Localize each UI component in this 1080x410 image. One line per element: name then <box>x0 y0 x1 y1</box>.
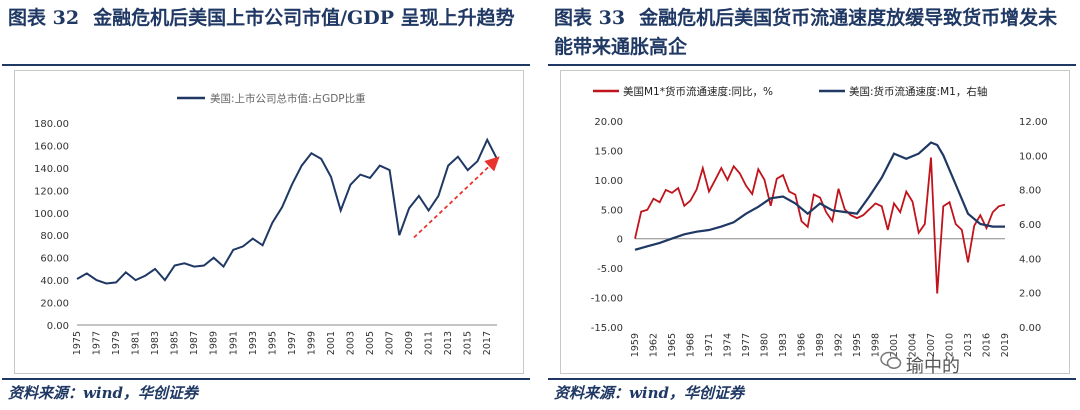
left-chart-frame: 美国:上市公司总市值:占GDP比重 0.00 20.00 40.00 60.00 80.0… <box>14 70 524 374</box>
x-tick-label: 1991 <box>228 331 239 355</box>
right-y-tick-label: 4.00 <box>1019 254 1041 265</box>
x-tick-label: 2007 <box>926 333 937 357</box>
right-chart: 美国M1*货币流通速度:同比，% 美国:货币流通速度:M1，右轴 -15.00 -10… <box>591 85 1048 357</box>
x-tick-label: 1977 <box>92 331 103 355</box>
right-y-tick-label: 10.00 <box>1019 151 1048 162</box>
x-tick-label: 1971 <box>704 333 715 357</box>
x-tick-label: 1995 <box>852 333 863 357</box>
legend-label-market-cap: 美国:上市公司总市值:占GDP比重 <box>210 92 366 105</box>
x-tick-label: 2013 <box>963 333 974 357</box>
left-chart: 美国:上市公司总市值:占GDP比重 0.00 20.00 40.00 60.00 80.0… <box>34 92 500 355</box>
x-tick-label: 1987 <box>189 331 200 355</box>
left-source-rule <box>2 378 530 380</box>
x-tick-label: 1986 <box>797 333 808 357</box>
x-tick-label: 2011 <box>424 331 435 355</box>
x-tick-label: 2005 <box>365 331 376 355</box>
x-tick-label: 1998 <box>871 333 882 357</box>
x-tick-label: 1974 <box>723 333 734 357</box>
x-tick-label: 1983 <box>150 331 161 355</box>
left-figure-number: 图表 32 <box>8 7 80 29</box>
y-tick-label: 60.00 <box>40 254 69 265</box>
x-tick-label: 1985 <box>170 331 181 355</box>
x-tick-label: 1983 <box>778 333 789 357</box>
right-title-rule <box>548 64 1076 66</box>
left-y-tick-label: 15.00 <box>594 146 623 157</box>
x-tick-label: 2001 <box>889 333 900 357</box>
x-tick-label: 1979 <box>111 331 122 355</box>
x-tick-label: 2019 <box>1000 333 1011 357</box>
right-source-note: 资料来源：wind，华创证券 <box>554 384 745 402</box>
left-title-rule <box>2 64 530 66</box>
x-tick-label: 1992 <box>834 333 845 357</box>
series-line-market-cap-gdp <box>76 137 498 285</box>
right-figure-number: 图表 33 <box>554 7 626 29</box>
left-source-note: 资料来源：wind，华创证券 <box>8 384 199 402</box>
x-tick-label: 2001 <box>326 331 337 355</box>
left-y-tick-label: 20.00 <box>594 117 623 128</box>
x-tick-label: 1989 <box>815 333 826 357</box>
left-y-tick-label: -5.00 <box>597 264 623 275</box>
x-tick-label: 1989 <box>209 331 220 355</box>
x-tick-label: 1999 <box>306 331 317 355</box>
x-tick-label: 2010 <box>945 333 956 357</box>
left-y-tick-label: 10.00 <box>594 176 623 187</box>
wechat-icon <box>880 351 902 369</box>
right-figure-title-text: 金融危机后美国货币流通速度放缓导致货币增发未能带来通胀高企 <box>554 7 1058 58</box>
right-y-tick-label: 8.00 <box>1019 186 1041 197</box>
y-tick-label: 100.00 <box>34 209 69 220</box>
right-y-tick-label: 6.00 <box>1019 220 1041 231</box>
right-y-tick-label: 2.00 <box>1019 289 1041 300</box>
x-tick-label: 1977 <box>741 333 752 357</box>
right-source-rule <box>548 378 1076 380</box>
left-y-tick-label: -15.00 <box>591 323 623 334</box>
series-line-velocity-yoy <box>634 157 1006 294</box>
right-y-tick-label: 0.00 <box>1019 323 1041 334</box>
y-tick-label: 120.00 <box>34 186 69 197</box>
x-tick-label: 2009 <box>404 331 415 355</box>
x-tick-label: 1968 <box>686 333 697 357</box>
right-y-tick-label: 12.00 <box>1019 117 1048 128</box>
x-tick-label: 1965 <box>667 333 678 357</box>
x-tick-label: 2004 <box>908 333 919 357</box>
x-tick-label: 1995 <box>267 331 278 355</box>
x-tick-label: 1997 <box>287 331 298 355</box>
legend-label-velocity-yoy: 美国M1*货币流通速度:同比，% <box>623 85 773 98</box>
x-tick-label: 2013 <box>443 331 454 355</box>
y-tick-label: 160.00 <box>34 141 69 152</box>
x-tick-label: 2016 <box>982 333 993 357</box>
x-tick-label: 1962 <box>649 333 660 357</box>
y-tick-label: 80.00 <box>40 231 69 242</box>
y-tick-label: 20.00 <box>40 299 69 310</box>
x-tick-label: 2007 <box>385 331 396 355</box>
series-line-velocity-m1 <box>634 141 1005 251</box>
watermark-text: 瑜中的 <box>906 356 960 377</box>
x-tick-label: 1980 <box>760 333 771 357</box>
x-tick-label: 2003 <box>345 331 356 355</box>
x-tick-label: 1975 <box>72 331 83 355</box>
x-tick-label: 1959 <box>630 333 641 357</box>
left-figure-title-text: 金融危机后美国上市公司市值/GDP 呈现上升趋势 <box>93 7 515 29</box>
left-figure-panel: 图表 32 金融危机后美国上市公司市值/GDP 呈现上升趋势 美国:上市公司总市值… <box>2 0 532 410</box>
x-tick-label: 2017 <box>482 331 493 355</box>
y-tick-label: 40.00 <box>40 276 69 287</box>
right-figure-title: 图表 33 金融危机后美国货币流通速度放缓导致货币增发未能带来通胀高企 <box>554 4 1074 62</box>
y-tick-label: 140.00 <box>34 164 69 175</box>
right-chart-frame: 美国M1*货币流通速度:同比，% 美国:货币流通速度:M1，右轴 -15.00 -10… <box>560 70 1070 374</box>
legend-label-velocity-m1: 美国:货币流通速度:M1，右轴 <box>849 85 987 98</box>
left-y-tick-label: -10.00 <box>591 294 623 305</box>
x-tick-label: 1981 <box>131 331 142 355</box>
left-y-tick-label: 0 <box>617 235 623 246</box>
x-tick-label: 2015 <box>463 331 474 355</box>
y-tick-label: 180.00 <box>34 119 69 130</box>
trend-arrow <box>413 156 500 239</box>
left-figure-title: 图表 32 金融危机后美国上市公司市值/GDP 呈现上升趋势 <box>8 4 528 33</box>
y-tick-label: 0.00 <box>47 321 69 332</box>
right-figure-panel: 图表 33 金融危机后美国货币流通速度放缓导致货币增发未能带来通胀高企 美国M1*… <box>548 0 1078 410</box>
left-y-tick-label: 5.00 <box>601 205 623 216</box>
x-tick-label: 1993 <box>248 331 259 355</box>
